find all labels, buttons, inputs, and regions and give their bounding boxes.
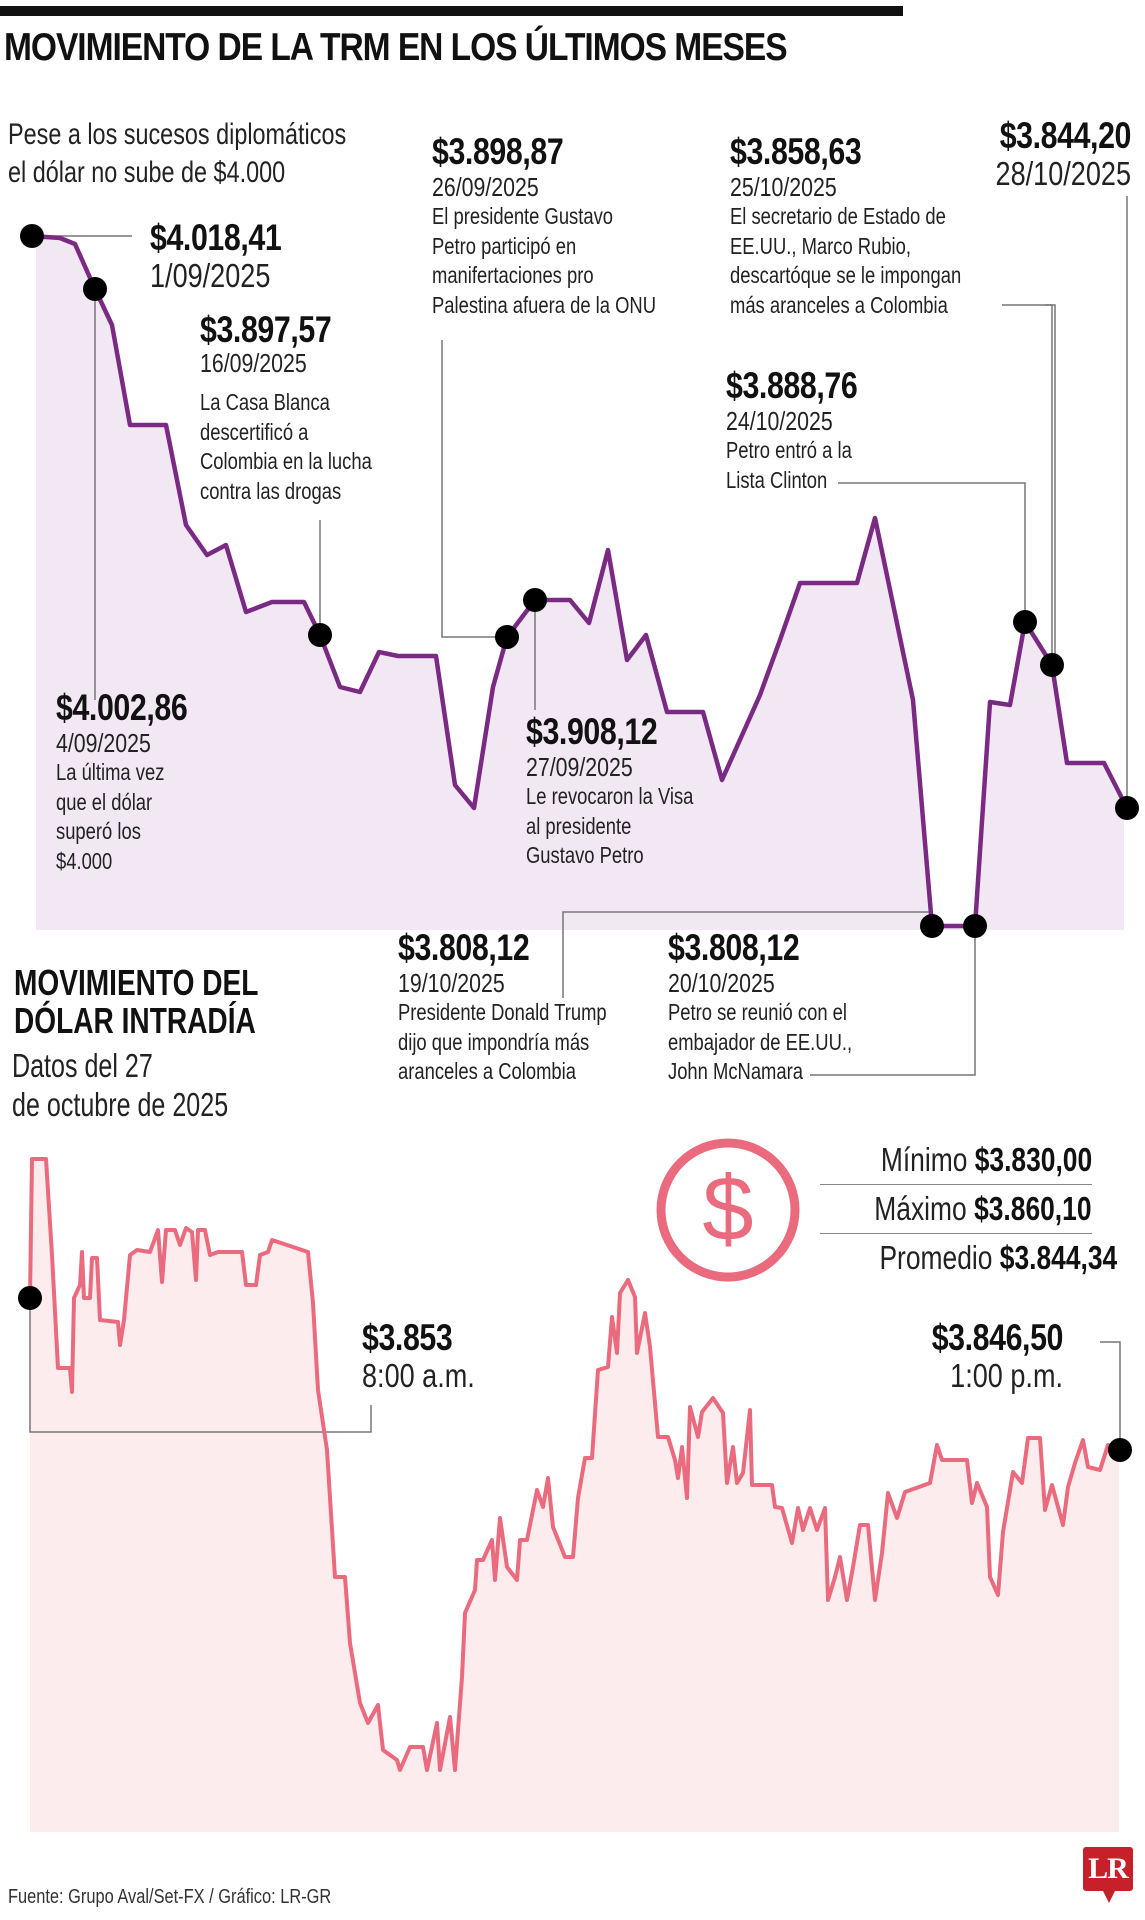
annotation-value: $3.844,20	[999, 115, 1132, 156]
intraday-leader-lines	[29, 1298, 1121, 1450]
annotation-2810: $3.844,20 28/10/2025	[931, 115, 1132, 192]
close-value: $3.846,50	[931, 1317, 1064, 1358]
lr-logo: LR	[1083, 1847, 1133, 1903]
annotation-desc: La Casa Blanca descertificó a Colombia e…	[200, 389, 372, 504]
intraday-subtitle: Datos del 27 de octubre de 2025	[12, 1047, 229, 1123]
trm-leader-lines	[32, 196, 1128, 1076]
intraday-title: MOVIMIENTO DEL DÓLAR INTRADÍA	[14, 962, 259, 1041]
stat-value: $3.860,10	[974, 1190, 1092, 1227]
dollar-circle-icon: $	[656, 1138, 800, 1282]
annotation-value: $3.808,12	[668, 927, 800, 968]
stat-min: Mínimo $3.830,00	[820, 1136, 1092, 1185]
close-time: 1:00 p.m.	[950, 1357, 1063, 1394]
annotation-value: $3.908,12	[526, 711, 658, 752]
trm-markers	[20, 224, 1139, 938]
annotation-2510: $3.858,63 25/10/2025 El secretario de Es…	[730, 132, 1019, 320]
annotation-date: 1/09/2025	[150, 257, 271, 294]
intraday-markers	[18, 1286, 1132, 1462]
open-time: 8:00 a.m.	[362, 1357, 475, 1394]
annotation-value: $4.018,41	[150, 217, 282, 258]
annotation-date: 28/10/2025	[995, 155, 1131, 192]
annotation-value: $3.888,76	[726, 365, 858, 406]
annotation-desc: La última vez que el dólar superó los $4…	[56, 759, 165, 874]
annotation-date: 25/10/2025	[730, 172, 837, 202]
annotation-0901: $4.018,41 1/09/2025	[150, 218, 310, 294]
annotation-date: 27/09/2025	[526, 752, 633, 782]
svg-text:$: $	[702, 1158, 753, 1260]
intraday-close-label: $3.846,50 1:00 p.m.	[803, 1317, 1064, 1394]
annotation-1910: $3.808,12 19/10/2025 Presidente Donald T…	[398, 928, 659, 1087]
annotation-date: 26/09/2025	[432, 172, 539, 202]
annotation-date: 24/10/2025	[726, 406, 833, 436]
annotation-date: 20/10/2025	[668, 968, 775, 998]
annotation-value: $4.002,86	[56, 687, 188, 728]
intraday-stats: Mínimo $3.830,00 Máximo $3.860,10 Promed…	[820, 1136, 1117, 1282]
annotation-value: $3.808,12	[398, 927, 530, 968]
annotation-2410: $3.888,76 24/10/2025 Petro entró a la Li…	[726, 366, 886, 495]
annotation-date: 19/10/2025	[398, 968, 505, 998]
page-title: MOVIMIENTO DE LA TRM EN LOS ÚLTIMOS MESE…	[4, 26, 788, 69]
annotation-desc: Petro entró a la Lista Clinton	[726, 437, 852, 493]
annotation-2010: $3.808,12 20/10/2025 Petro se reunió con…	[668, 928, 898, 1087]
lead-text: Pese a los sucesos diplomáticos el dólar…	[8, 118, 347, 189]
annotation-desc: El presidente Gustavo Petro participó en…	[432, 203, 656, 318]
annotation-desc: Presidente Donald Trump dijo que impondr…	[398, 999, 607, 1084]
stat-label: Máximo	[874, 1190, 968, 1227]
source-note: Fuente: Grupo Aval/Set-FX / Gráfico: LR-…	[8, 1886, 332, 1908]
annotation-0409: $4.002,86 4/09/2025 La última vez que el…	[56, 688, 216, 876]
stat-value: $3.844,34	[999, 1239, 1118, 1276]
annotation-desc: El secretario de Estado de EE.UU., Marco…	[730, 203, 962, 318]
top-rule	[0, 6, 903, 16]
intraday-line	[28, 1157, 1121, 1772]
stat-label: Mínimo	[880, 1141, 968, 1178]
annotation-1609: $3.897,57 16/09/2025 La Casa Blanca desc…	[200, 309, 415, 506]
trm-area-fill	[36, 236, 1127, 930]
annotation-desc: Petro se reunió con el embajador de EE.U…	[668, 999, 853, 1084]
annotation-2609: $3.898,87 26/09/2025 El presidente Gusta…	[432, 132, 712, 320]
annotation-value: $3.858,63	[730, 131, 862, 172]
stat-label: Promedio	[879, 1239, 993, 1276]
open-value: $3.853	[362, 1317, 453, 1358]
annotation-2709: $3.908,12 27/09/2025 Le revocaron la Vis…	[526, 712, 735, 871]
stat-value: $3.830,00	[974, 1141, 1092, 1178]
annotation-date: 16/09/2025	[200, 348, 307, 378]
intraday-area-fill	[30, 1159, 1120, 1832]
annotation-value: $3.898,87	[432, 131, 564, 172]
annotation-date: 4/09/2025	[56, 728, 151, 758]
annotation-desc: Le revocaron la Visa al presidente Gusta…	[526, 783, 694, 868]
intraday-open-label: $3.853 8:00 a.m.	[362, 1318, 500, 1394]
stat-avg: Promedio $3.844,34	[820, 1234, 1117, 1282]
stat-max: Máximo $3.860,10	[820, 1185, 1092, 1234]
annotation-value: $3.897,57	[200, 309, 332, 350]
